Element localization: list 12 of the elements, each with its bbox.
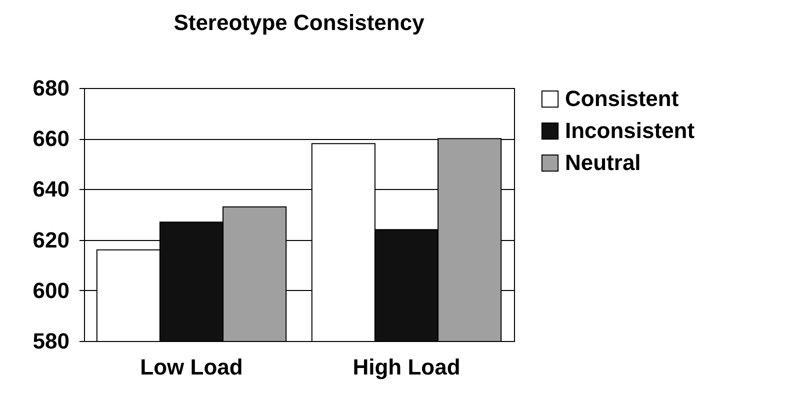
x-tick-label: Low Load: [140, 354, 243, 380]
chart-title: Stereotype Consistency: [174, 10, 426, 35]
x-tick-label: High Load: [352, 354, 460, 380]
y-tick-label: 660: [32, 126, 70, 152]
legend-label: Inconsistent: [565, 118, 696, 143]
y-tick-label: 640: [32, 176, 70, 202]
legend-label: Neutral: [565, 150, 641, 175]
y-tick-label: 580: [32, 328, 70, 354]
y-tick-label: 620: [32, 227, 70, 252]
legend-label: Consistent: [565, 86, 680, 111]
y-tick-label: 600: [32, 278, 70, 303]
y-tick-label: 680: [32, 76, 70, 100]
